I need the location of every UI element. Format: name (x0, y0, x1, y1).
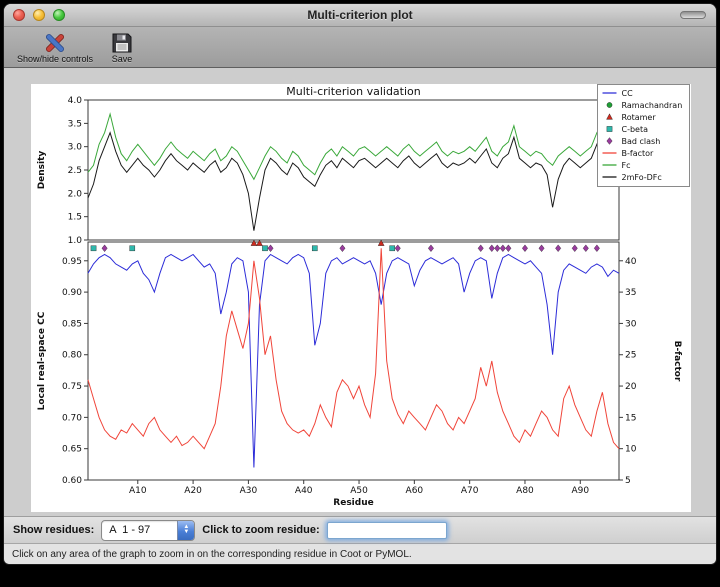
stepper-icon[interactable]: ▲ ▼ (177, 520, 195, 540)
status-bar: Click on any area of the graph to zoom i… (4, 543, 716, 564)
svg-text:2.5: 2.5 (68, 166, 82, 176)
svg-text:A90: A90 (571, 486, 589, 496)
show-hide-controls-button[interactable]: Show/hide controls (10, 30, 100, 67)
svg-text:15: 15 (625, 413, 636, 423)
svg-text:30: 30 (625, 319, 637, 329)
svg-text:B-factor: B-factor (672, 341, 682, 382)
svg-text:0.80: 0.80 (62, 351, 82, 361)
svg-text:A80: A80 (516, 486, 534, 496)
save-icon (111, 32, 133, 54)
svg-text:0.70: 0.70 (62, 413, 82, 423)
svg-text:35: 35 (625, 288, 636, 298)
svg-text:C-beta: C-beta (622, 125, 649, 134)
toolbar: Show/hide controls Save (4, 27, 716, 68)
svg-text:A40: A40 (295, 486, 313, 496)
app-window: Multi-criterion plot Show/hide controls (3, 3, 717, 565)
svg-text:Fc: Fc (622, 161, 631, 170)
traffic-lights (13, 9, 65, 21)
svg-text:10: 10 (625, 445, 637, 455)
window-titlebar[interactable]: Multi-criterion plot (4, 4, 716, 27)
zoom-residue-input[interactable] (326, 521, 447, 539)
window-title: Multi-criterion plot (307, 8, 413, 22)
svg-text:B-factor: B-factor (622, 149, 655, 158)
svg-text:3.0: 3.0 (68, 143, 83, 153)
svg-text:20: 20 (625, 382, 637, 392)
plot-panel[interactable]: Multi-criterion validation 4.0 3.5 3.0 2.5 2.… (31, 84, 691, 512)
save-button[interactable]: Save (104, 30, 140, 67)
svg-text:A10: A10 (129, 486, 147, 496)
svg-text:A70: A70 (461, 486, 479, 496)
svg-text:A30: A30 (240, 486, 258, 496)
controls-bar: Show residues: A 1 - 97 ▲ ▼ Click to zoom… (4, 516, 716, 543)
status-text: Click on any area of the graph to zoom i… (12, 548, 412, 560)
zoom-button[interactable] (53, 9, 65, 21)
content-area: Multi-criterion validation 4.0 3.5 3.0 2.5 2.… (4, 68, 716, 516)
svg-text:0.95: 0.95 (62, 257, 82, 267)
svg-text:0.90: 0.90 (62, 288, 82, 298)
svg-text:A60: A60 (406, 486, 424, 496)
close-button[interactable] (13, 9, 25, 21)
svg-text:Multi-criterion validation: Multi-criterion validation (286, 85, 421, 98)
svg-text:1.0: 1.0 (68, 236, 83, 246)
svg-text:A20: A20 (184, 486, 202, 496)
residue-range-value: A 1 - 97 (109, 524, 151, 536)
save-label: Save (111, 54, 133, 64)
svg-text:Density: Density (37, 151, 47, 190)
svg-text:Residue: Residue (333, 498, 373, 508)
svg-text:2mFo-DFc: 2mFo-DFc (622, 173, 662, 182)
svg-text:5: 5 (625, 476, 631, 486)
svg-text:Local real-space CC: Local real-space CC (37, 311, 47, 410)
svg-text:25: 25 (625, 351, 636, 361)
svg-text:Rotamer: Rotamer (622, 113, 657, 122)
svg-text:1.5: 1.5 (68, 213, 82, 223)
svg-text:40: 40 (625, 257, 637, 267)
zoom-residue-label: Click to zoom residue: (202, 524, 320, 536)
svg-text:A50: A50 (350, 486, 368, 496)
minimize-button[interactable] (33, 9, 45, 21)
show-hide-controls-label: Show/hide controls (17, 54, 94, 64)
svg-text:0.60: 0.60 (62, 476, 82, 486)
controls-icon (43, 32, 67, 54)
svg-text:Ramachandran: Ramachandran (622, 101, 683, 110)
svg-text:0.65: 0.65 (62, 445, 82, 455)
svg-text:2.0: 2.0 (68, 189, 83, 199)
residue-range-select[interactable]: A 1 - 97 ▲ ▼ (101, 519, 196, 541)
svg-text:0.75: 0.75 (62, 382, 82, 392)
svg-text:3.5: 3.5 (68, 119, 82, 129)
show-residues-label: Show residues: (13, 524, 95, 536)
svg-text:CC: CC (622, 89, 634, 98)
svg-text:Bad clash: Bad clash (622, 137, 661, 146)
toolbar-toggle-button[interactable] (680, 11, 706, 19)
svg-text:0.85: 0.85 (62, 319, 82, 329)
svg-text:4.0: 4.0 (68, 96, 83, 106)
validation-chart[interactable]: Multi-criterion validation 4.0 3.5 3.0 2.5 2.… (31, 84, 691, 512)
